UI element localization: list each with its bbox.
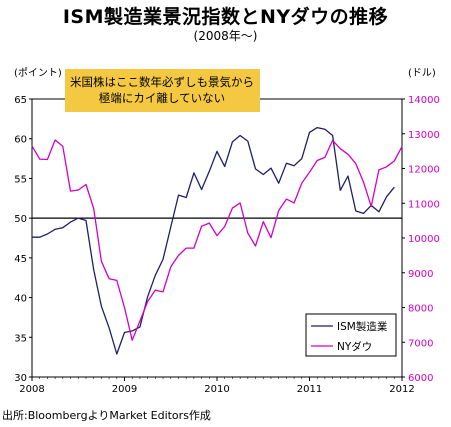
x-axis-tick-label: 2012 <box>389 384 414 395</box>
left-axis-tick-label: 65 <box>14 95 27 106</box>
left-axis-unit: (ポイント) <box>14 68 62 79</box>
left-axis-tick-label: 55 <box>14 174 27 185</box>
right-axis-tick-label: 14000 <box>408 95 440 106</box>
left-axis-tick-label: 50 <box>14 214 27 225</box>
legend-label-ism: ISM製造業 <box>337 320 388 333</box>
right-axis-tick-label: 10000 <box>408 234 440 245</box>
left-axis-tick-label: 40 <box>14 294 27 305</box>
x-axis-tick-label: 2009 <box>112 384 137 395</box>
source-note: 出所:BloombergよりMarket Editors作成 <box>2 409 211 422</box>
note-box <box>65 69 260 112</box>
x-axis-tick-label: 2008 <box>19 384 44 395</box>
right-axis-tick-label: 9000 <box>408 269 433 280</box>
chart-title: ISM製造業景況指数とNYダウの推移 <box>62 6 389 28</box>
right-axis-tick-label: 12000 <box>408 165 440 176</box>
right-axis-tick-label: 6000 <box>408 373 433 384</box>
right-axis-tick-label: 8000 <box>408 304 433 315</box>
ism-series-line <box>32 126 395 355</box>
x-axis-tick-label: 2011 <box>297 384 322 395</box>
x-axis-tick-label: 2010 <box>204 384 229 395</box>
right-axis-tick-label: 13000 <box>408 130 440 141</box>
right-axis-unit: (ドル) <box>408 68 436 79</box>
left-axis-tick-label: 60 <box>14 135 27 146</box>
right-axis-tick-label: 7000 <box>408 338 433 349</box>
left-axis-tick-label: 45 <box>14 254 27 265</box>
legend-label-dow: NYダウ <box>337 340 372 353</box>
left-axis-tick-label: 35 <box>14 333 27 344</box>
dow-series-line <box>31 139 403 341</box>
note-text-line: 極端にカイ離していない <box>99 91 225 105</box>
left-axis-tick-label: 30 <box>14 373 27 384</box>
chart-subtitle: (2008年〜) <box>193 29 258 43</box>
legend-box <box>305 313 397 357</box>
right-axis-tick-label: 11000 <box>408 199 440 210</box>
note-text-line: 米国株はここ数年必ずしも景気から <box>70 75 254 89</box>
